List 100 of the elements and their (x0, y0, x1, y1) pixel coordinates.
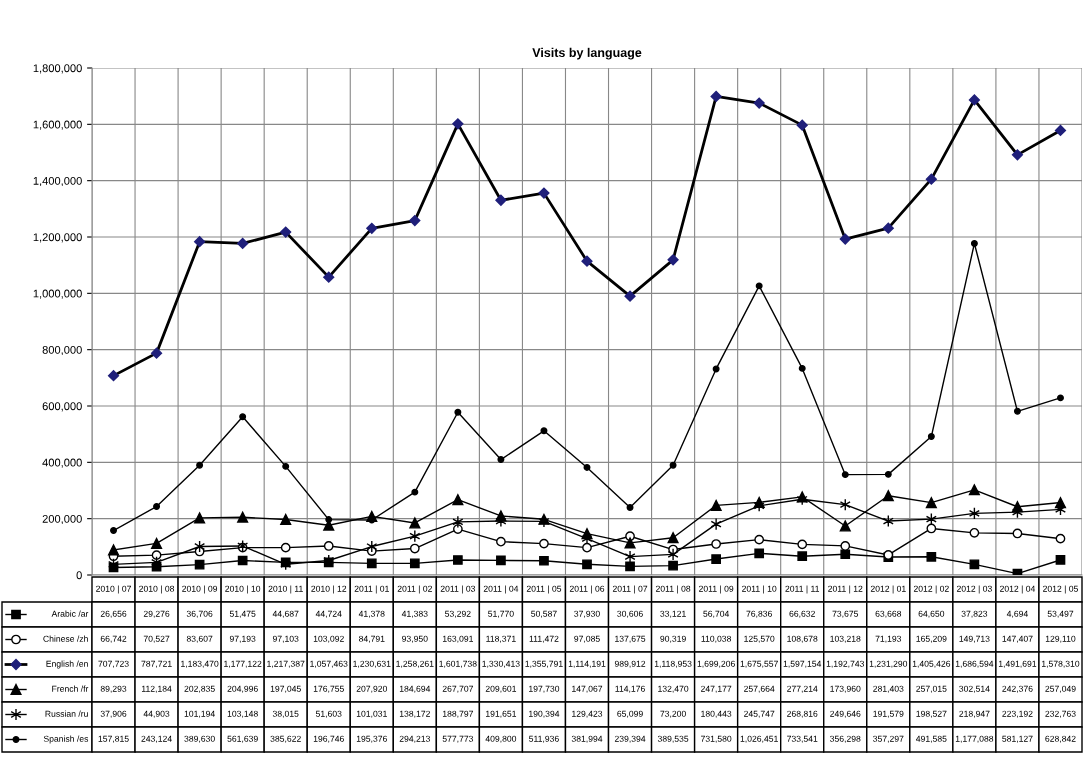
legend-label: English /en (46, 660, 88, 669)
data-label: 188,797 (442, 710, 473, 718)
legend-label: Chinese /zh (43, 635, 88, 642)
x-tick-label: 2010 | 10 (225, 585, 261, 594)
data-label: 207,920 (356, 685, 388, 693)
x-tick-label: 2011 | 09 (699, 585, 734, 594)
legend-label: Spanish /es (43, 735, 89, 744)
data-label: 173,960 (830, 685, 861, 693)
y-tick-label: 1,800,000 (33, 64, 82, 74)
data-label: 197,045 (270, 685, 301, 693)
data-label: 149,713 (959, 635, 990, 643)
data-label: 180,443 (701, 710, 732, 718)
data-label: 44,724 (315, 610, 342, 618)
x-tick-label: 2011 | 06 (569, 585, 605, 594)
data-label: 218,947 (959, 710, 990, 718)
data-label: 243,124 (141, 735, 172, 743)
data-label: 103,092 (313, 635, 344, 643)
data-label: 26,656 (100, 610, 127, 618)
x-tick-label: 2012 | 05 (1043, 585, 1078, 594)
y-tick-label: 1,600,000 (33, 120, 82, 130)
x-tick-label: 2010 | 08 (139, 585, 175, 594)
data-label: 157,815 (98, 735, 129, 743)
data-label: 129,423 (572, 710, 603, 718)
data-label: 37,906 (100, 710, 127, 718)
data-label: 381,994 (571, 735, 603, 743)
data-label: 1,192,743 (826, 660, 865, 668)
data-label: 176,755 (313, 685, 344, 693)
data-label: 733,541 (787, 735, 818, 743)
data-label: 37,823 (961, 610, 988, 618)
text: Arabic /ar (51, 610, 89, 617)
data-label: 147,407 (1002, 635, 1033, 643)
data-label: 1,405,426 (912, 660, 951, 668)
x-tick-label: 2011 | 12 (828, 585, 863, 594)
data-label: 511,936 (529, 735, 559, 743)
data-label: 245,747 (744, 710, 775, 718)
chart-title: Visits by language (532, 47, 642, 60)
data-label: 112,184 (141, 685, 172, 693)
data-label: 1,258,261 (396, 660, 434, 668)
data-label: 628,842 (1045, 735, 1076, 743)
data-label: 198,527 (916, 710, 947, 718)
data-label: 125,570 (744, 635, 775, 643)
data-label: 1,330,413 (482, 660, 520, 668)
data-label: 41,378 (358, 610, 385, 618)
data-label: 132,470 (658, 685, 689, 693)
data-label: 409,800 (485, 735, 517, 743)
data-label: 1,114,191 (568, 660, 606, 668)
data-label: 1,217,387 (267, 660, 305, 668)
data-label: 37,930 (574, 610, 600, 618)
x-tick-label: 2011 | 08 (655, 585, 691, 594)
x-tick-label: 2011 | 02 (397, 585, 432, 594)
data-label: 491,585 (915, 735, 947, 743)
data-label: 76,836 (746, 610, 772, 618)
data-label: 50,587 (531, 610, 557, 618)
data-label: 101,031 (356, 710, 387, 718)
data-label: 294,213 (399, 735, 431, 743)
y-tick-label: 1,000,000 (33, 289, 82, 299)
data-label: 97,103 (272, 635, 299, 643)
data-label: 51,770 (488, 610, 514, 618)
data-label: 242,376 (1002, 685, 1033, 693)
x-tick-label: 2011 | 04 (483, 585, 519, 594)
x-tick-label: 2010 | 07 (96, 585, 131, 594)
data-label: 787,721 (141, 660, 172, 668)
data-label: 191,579 (873, 710, 904, 718)
x-tick-label: 2012 | 03 (956, 585, 992, 594)
data-label: 36,706 (186, 610, 213, 618)
text: French /fr (52, 685, 89, 692)
x-tick-label: 2011 | 01 (354, 585, 389, 594)
data-label: 38,015 (272, 710, 299, 718)
data-label: 83,607 (186, 635, 213, 643)
data-label: 103,148 (227, 710, 258, 718)
x-tick-label: 2010 | 09 (182, 585, 218, 594)
data-label: 731,580 (701, 735, 732, 743)
data-label: 97,193 (229, 635, 256, 643)
data-label: 33,121 (660, 610, 686, 618)
data-label: 190,394 (529, 710, 560, 718)
x-tick-label: 2011 | 11 (785, 585, 820, 594)
data-label: 581,127 (1002, 735, 1033, 743)
y-tick-label: 200,000 (42, 514, 82, 525)
data-label: 389,630 (184, 735, 215, 743)
data-label: 30,606 (617, 610, 643, 618)
data-label: 267,707 (442, 685, 473, 693)
data-label: 97,085 (574, 635, 600, 643)
x-tick-label: 2011 | 03 (440, 585, 476, 594)
data-label: 385,622 (270, 735, 301, 743)
data-label: 89,293 (100, 685, 127, 693)
data-label: 53,292 (445, 610, 471, 618)
data-label: 129,110 (1045, 635, 1076, 643)
x-tick-label: 2012 | 02 (913, 585, 949, 594)
data-label: 357,297 (873, 735, 904, 743)
data-label: 1,699,206 (697, 660, 735, 668)
data-label: 1,231,290 (869, 660, 908, 668)
data-label: 232,763 (1045, 710, 1076, 718)
data-label: 191,651 (486, 710, 517, 718)
x-tick-label: 2011 | 05 (526, 585, 562, 594)
data-label: 257,664 (744, 685, 775, 693)
data-label: 41,383 (401, 610, 428, 618)
data-label: 4,694 (1006, 610, 1028, 618)
data-label: 1,118,953 (654, 660, 692, 668)
data-label: 707,723 (98, 660, 129, 668)
data-label: 302,514 (959, 685, 990, 693)
